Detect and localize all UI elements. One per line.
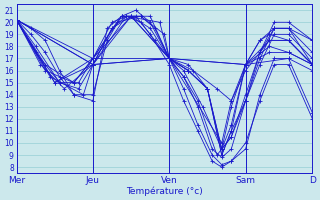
- X-axis label: Température (°c): Température (°c): [126, 186, 203, 196]
